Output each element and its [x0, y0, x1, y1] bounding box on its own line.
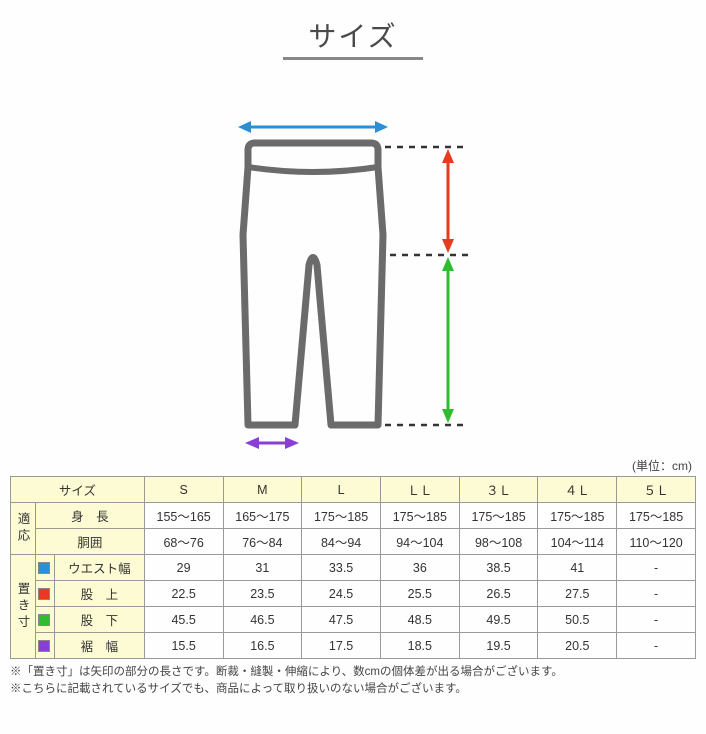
cell: 110～120 — [617, 529, 696, 555]
cell: 18.5 — [380, 633, 459, 659]
row-waistw-label: ウエスト幅 — [55, 555, 145, 581]
legend-waist-icon — [36, 555, 55, 581]
cell: 22.5 — [144, 581, 223, 607]
title-underline — [283, 57, 423, 60]
cell: - — [617, 555, 696, 581]
legend-hem-icon — [36, 633, 55, 659]
cell: 175～185 — [380, 503, 459, 529]
legend-inseam-icon — [36, 607, 55, 633]
cell: 84～94 — [302, 529, 381, 555]
cell: 94～104 — [380, 529, 459, 555]
cell: 175～185 — [459, 503, 538, 529]
cell: 27.5 — [538, 581, 617, 607]
cell: 175～185 — [617, 503, 696, 529]
cell: 36 — [380, 555, 459, 581]
cell: - — [617, 633, 696, 659]
size-col: ４Ｌ — [538, 477, 617, 503]
cell: 175～185 — [302, 503, 381, 529]
cell: 33.5 — [302, 555, 381, 581]
cell: 26.5 — [459, 581, 538, 607]
cell: 20.5 — [538, 633, 617, 659]
cell: 24.5 — [302, 581, 381, 607]
cell: 16.5 — [223, 633, 302, 659]
pants-svg — [153, 75, 553, 455]
cell: 104～114 — [538, 529, 617, 555]
cell: 49.5 — [459, 607, 538, 633]
size-col: M — [223, 477, 302, 503]
cell: 31 — [223, 555, 302, 581]
cell: 15.5 — [144, 633, 223, 659]
cell: 38.5 — [459, 555, 538, 581]
row-waistc-label: 胴囲 — [36, 529, 145, 555]
size-header: サイズ — [11, 477, 145, 503]
cell: - — [617, 581, 696, 607]
cell: 45.5 — [144, 607, 223, 633]
size-col: S — [144, 477, 223, 503]
size-col: ５Ｌ — [617, 477, 696, 503]
cell: 41 — [538, 555, 617, 581]
cell: 29 — [144, 555, 223, 581]
unit-label: (単位：cm) — [14, 457, 692, 474]
size-table: サイズ S M L ＬＬ ３Ｌ ４Ｌ ５Ｌ 適応 身 長 155～165 165… — [10, 476, 696, 659]
size-col: ３Ｌ — [459, 477, 538, 503]
notes: ※「置き寸」は矢印の部分の長さです。断裁・縫製・伸縮により、数cmの個体差が出る… — [10, 664, 696, 699]
cell: 48.5 — [380, 607, 459, 633]
cell: 19.5 — [459, 633, 538, 659]
cell: 50.5 — [538, 607, 617, 633]
note-line: ※「置き寸」は矢印の部分の長さです。断裁・縫製・伸縮により、数cmの個体差が出る… — [10, 664, 696, 681]
fit-group: 適応 — [11, 503, 36, 555]
cell: 25.5 — [380, 581, 459, 607]
cell: 23.5 — [223, 581, 302, 607]
pants-diagram — [153, 75, 553, 455]
size-col: ＬＬ — [380, 477, 459, 503]
cell: - — [617, 607, 696, 633]
flat-group: 置き寸 — [11, 555, 36, 659]
row-rise-label: 股 上 — [55, 581, 145, 607]
cell: 76～84 — [223, 529, 302, 555]
cell: 17.5 — [302, 633, 381, 659]
row-hem-label: 裾 幅 — [55, 633, 145, 659]
row-inseam-label: 股 下 — [55, 607, 145, 633]
size-col: L — [302, 477, 381, 503]
cell: 165～175 — [223, 503, 302, 529]
cell: 47.5 — [302, 607, 381, 633]
cell: 68～76 — [144, 529, 223, 555]
cell: 46.5 — [223, 607, 302, 633]
legend-rise-icon — [36, 581, 55, 607]
note-line: ※こちらに記載されているサイズでも、商品によって取り扱いのない場合がございます。 — [10, 681, 696, 698]
row-height-label: 身 長 — [36, 503, 145, 529]
cell: 98～108 — [459, 529, 538, 555]
cell: 175～185 — [538, 503, 617, 529]
page-title: サイズ — [10, 15, 696, 55]
cell: 155～165 — [144, 503, 223, 529]
